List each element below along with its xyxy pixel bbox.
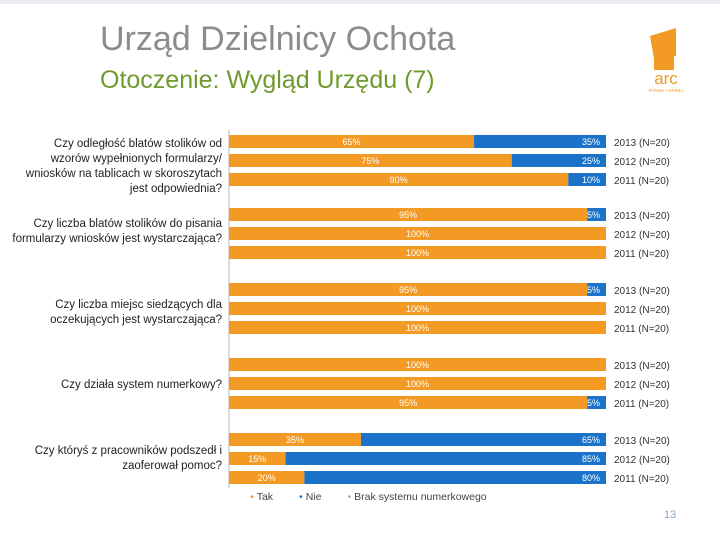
bar-value-label: 75% <box>361 156 379 166</box>
bar-value-label: 15% <box>248 454 266 464</box>
bar-segment-tak <box>229 246 606 259</box>
year-label: 2012 (N=20) <box>614 230 670 241</box>
chart-legend: • Tak • Nie • Brak systemu numerkowego <box>250 491 487 503</box>
logo-lighthouse-base <box>654 56 674 70</box>
arc-logo: arc RYNEK I OPINIA <box>649 28 683 93</box>
year-label: 2011 (N=20) <box>614 176 669 187</box>
legend-dot-brak: • <box>347 491 352 503</box>
year-label: 2013 (N=20) <box>614 436 670 447</box>
bar-segment-tak <box>229 302 606 315</box>
logo-text: arc <box>654 69 678 88</box>
bar-value-label: 95% <box>399 210 417 220</box>
bar-segment-nie <box>474 135 606 148</box>
bar-value-label: 65% <box>343 137 361 147</box>
question-3: Czy liczba miejsc siedzących dla oczekuj… <box>50 299 222 326</box>
year-label: 2011 (N=20) <box>614 474 669 485</box>
bar-value-label: 90% <box>390 175 408 185</box>
year-label: 2012 (N=20) <box>614 380 670 391</box>
bar-segment-tak <box>229 208 588 221</box>
bar-segment-nie <box>360 433 606 446</box>
year-label: 2012 (N=20) <box>614 455 670 466</box>
bar-segment-nie <box>304 471 606 484</box>
bar-segment-tak <box>229 358 606 371</box>
bar-value-label: 95% <box>399 285 417 295</box>
bar-value-label: 5% <box>587 285 600 295</box>
bar-segment-tak <box>229 154 512 167</box>
question-2: Czy liczba blatów stolików do pisania fo… <box>12 218 222 245</box>
bar-value-label: 65% <box>582 435 600 445</box>
logo-tagline: RYNEK I OPINIA <box>649 88 683 93</box>
bar-segment-tak <box>229 321 606 334</box>
bar-segment-tak <box>229 433 361 446</box>
bar-value-label: 100% <box>406 248 429 258</box>
bar-segment-nie <box>285 452 606 465</box>
question-5: Czy któryś z pracowników podszedł i zaof… <box>34 445 222 472</box>
bar-value-label: 100% <box>406 229 429 239</box>
bar-segment-nie <box>568 173 606 186</box>
bar-segment-tak <box>229 227 606 240</box>
header-top-rule <box>0 0 720 4</box>
bar-segment-tak <box>229 471 305 484</box>
year-label: 2012 (N=20) <box>614 305 670 316</box>
bar-value-label: 100% <box>406 379 429 389</box>
bar-segment-tak <box>229 135 475 148</box>
bar-value-label: 5% <box>587 210 600 220</box>
legend-item-brak: • Brak systemu numerkowego <box>347 491 487 503</box>
bar-segment-nie <box>511 154 606 167</box>
legend-item-tak: • Tak <box>250 491 274 503</box>
page-subtitle: Otoczenie: Wygląd Urzędu (7) <box>100 66 435 94</box>
bar-segment-nie <box>587 208 606 221</box>
bar-value-label: 95% <box>399 398 417 408</box>
bar-value-label: 100% <box>406 323 429 333</box>
page-number: 13 <box>664 509 677 521</box>
year-label: 2013 (N=20) <box>614 361 670 372</box>
bar-value-label: 20% <box>258 473 276 483</box>
legend-dot-tak: • <box>250 491 254 503</box>
question-4: Czy działa system numerkowy? <box>60 379 222 391</box>
bar-segment-tak <box>229 173 569 186</box>
bar-segment-tak <box>229 452 286 465</box>
page-title: Urząd Dzielnicy Ochota <box>100 20 456 58</box>
bar-value-label: 5% <box>587 398 600 408</box>
bar-value-label: 80% <box>582 473 600 483</box>
bar-value-label: 85% <box>582 454 600 464</box>
bar-value-label: 25% <box>582 156 600 166</box>
year-label: 2012 (N=20) <box>614 157 670 168</box>
bar-segment-tak <box>229 377 606 390</box>
bar-value-label: 35% <box>582 137 600 147</box>
year-label: 2011 (N=20) <box>614 249 669 260</box>
year-label: 2011 (N=20) <box>614 324 669 335</box>
year-label: 2013 (N=20) <box>614 211 670 222</box>
bar-segment-tak <box>229 283 588 296</box>
year-label: 2013 (N=20) <box>614 138 670 149</box>
bar-value-label: 100% <box>406 304 429 314</box>
legend-dot-nie: • <box>299 491 303 503</box>
bar-value-label: 35% <box>286 435 304 445</box>
bar-segment-tak <box>229 396 588 409</box>
bar-segment-nie <box>587 283 606 296</box>
question-1: Czy odległość blatów stolików od wzorów … <box>25 138 222 195</box>
bar-value-label: 100% <box>406 360 429 370</box>
year-label: 2013 (N=20) <box>614 286 670 297</box>
bar-segment-nie <box>587 396 606 409</box>
legend-item-nie: • Nie <box>299 491 322 503</box>
year-label: 2011 (N=20) <box>614 399 669 410</box>
bar-value-label: 10% <box>582 175 600 185</box>
